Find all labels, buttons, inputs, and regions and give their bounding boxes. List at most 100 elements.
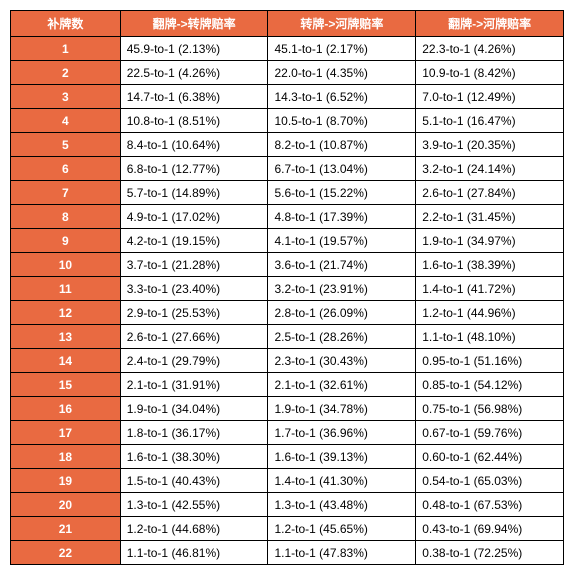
odds-cell: 22.3-to-1 (4.26%) [416,37,564,61]
odds-cell: 1.2-to-1 (44.68%) [120,517,268,541]
outs-cell: 19 [11,469,121,493]
outs-cell: 12 [11,301,121,325]
odds-cell: 1.9-to-1 (34.78%) [268,397,416,421]
odds-cell: 2.1-to-1 (32.61%) [268,373,416,397]
odds-cell: 1.4-to-1 (41.30%) [268,469,416,493]
odds-cell: 1.7-to-1 (36.96%) [268,421,416,445]
odds-cell: 22.0-to-1 (4.35%) [268,61,416,85]
table-row: 181.6-to-1 (38.30%)1.6-to-1 (39.13%)0.60… [11,445,564,469]
table-row: 211.2-to-1 (44.68%)1.2-to-1 (45.65%)0.43… [11,517,564,541]
table-row: 222.5-to-1 (4.26%)22.0-to-1 (4.35%)10.9-… [11,61,564,85]
table-row: 103.7-to-1 (21.28%)3.6-to-1 (21.74%)1.6-… [11,253,564,277]
odds-cell: 0.54-to-1 (65.03%) [416,469,564,493]
odds-cell: 45.9-to-1 (2.13%) [120,37,268,61]
header-flop-turn: 翻牌->转牌赔率 [120,11,268,37]
odds-cell: 3.7-to-1 (21.28%) [120,253,268,277]
odds-cell: 10.5-to-1 (8.70%) [268,109,416,133]
odds-cell: 0.67-to-1 (59.76%) [416,421,564,445]
header-turn-river: 转牌->河牌赔率 [268,11,416,37]
outs-cell: 11 [11,277,121,301]
table-row: 201.3-to-1 (42.55%)1.3-to-1 (43.48%)0.48… [11,493,564,517]
table-row: 171.8-to-1 (36.17%)1.7-to-1 (36.96%)0.67… [11,421,564,445]
odds-cell: 10.8-to-1 (8.51%) [120,109,268,133]
outs-cell: 20 [11,493,121,517]
outs-cell: 15 [11,373,121,397]
odds-cell: 4.2-to-1 (19.15%) [120,229,268,253]
table-row: 58.4-to-1 (10.64%)8.2-to-1 (10.87%)3.9-t… [11,133,564,157]
odds-cell: 4.1-to-1 (19.57%) [268,229,416,253]
table-row: 122.9-to-1 (25.53%)2.8-to-1 (26.09%)1.2-… [11,301,564,325]
outs-cell: 5 [11,133,121,157]
outs-cell: 2 [11,61,121,85]
odds-cell: 7.0-to-1 (12.49%) [416,85,564,109]
odds-cell: 3.3-to-1 (23.40%) [120,277,268,301]
table-row: 152.1-to-1 (31.91%)2.1-to-1 (32.61%)0.85… [11,373,564,397]
odds-cell: 0.48-to-1 (67.53%) [416,493,564,517]
odds-cell: 5.7-to-1 (14.89%) [120,181,268,205]
odds-cell: 3.6-to-1 (21.74%) [268,253,416,277]
odds-cell: 1.2-to-1 (45.65%) [268,517,416,541]
table-header: 补牌数 翻牌->转牌赔率 转牌->河牌赔率 翻牌->河牌赔率 [11,11,564,37]
odds-cell: 14.3-to-1 (6.52%) [268,85,416,109]
odds-cell: 3.2-to-1 (23.91%) [268,277,416,301]
table-row: 94.2-to-1 (19.15%)4.1-to-1 (19.57%)1.9-t… [11,229,564,253]
odds-cell: 0.60-to-1 (62.44%) [416,445,564,469]
table-row: 191.5-to-1 (40.43%)1.4-to-1 (41.30%)0.54… [11,469,564,493]
table-row: 66.8-to-1 (12.77%)6.7-to-1 (13.04%)3.2-t… [11,157,564,181]
table-row: 132.6-to-1 (27.66%)2.5-to-1 (28.26%)1.1-… [11,325,564,349]
outs-cell: 7 [11,181,121,205]
odds-cell: 1.3-to-1 (43.48%) [268,493,416,517]
outs-cell: 18 [11,445,121,469]
odds-cell: 0.43-to-1 (69.94%) [416,517,564,541]
odds-cell: 2.6-to-1 (27.66%) [120,325,268,349]
odds-cell: 2.5-to-1 (28.26%) [268,325,416,349]
outs-cell: 22 [11,541,121,565]
outs-cell: 3 [11,85,121,109]
table-row: 84.9-to-1 (17.02%)4.8-to-1 (17.39%)2.2-t… [11,205,564,229]
table-body: 145.9-to-1 (2.13%)45.1-to-1 (2.17%)22.3-… [11,37,564,565]
odds-cell: 0.95-to-1 (51.16%) [416,349,564,373]
table-row: 410.8-to-1 (8.51%)10.5-to-1 (8.70%)5.1-t… [11,109,564,133]
outs-cell: 1 [11,37,121,61]
odds-cell: 2.1-to-1 (31.91%) [120,373,268,397]
outs-cell: 8 [11,205,121,229]
odds-cell: 1.6-to-1 (39.13%) [268,445,416,469]
outs-cell: 13 [11,325,121,349]
odds-cell: 1.9-to-1 (34.97%) [416,229,564,253]
odds-cell: 2.8-to-1 (26.09%) [268,301,416,325]
odds-cell: 4.8-to-1 (17.39%) [268,205,416,229]
table-row: 142.4-to-1 (29.79%)2.3-to-1 (30.43%)0.95… [11,349,564,373]
odds-cell: 8.2-to-1 (10.87%) [268,133,416,157]
odds-cell: 45.1-to-1 (2.17%) [268,37,416,61]
header-flop-river: 翻牌->河牌赔率 [416,11,564,37]
odds-cell: 0.85-to-1 (54.12%) [416,373,564,397]
odds-cell: 3.2-to-1 (24.14%) [416,157,564,181]
odds-cell: 1.9-to-1 (34.04%) [120,397,268,421]
odds-cell: 1.1-to-1 (48.10%) [416,325,564,349]
header-outs: 补牌数 [11,11,121,37]
odds-cell: 2.9-to-1 (25.53%) [120,301,268,325]
table-row: 75.7-to-1 (14.89%)5.6-to-1 (15.22%)2.6-t… [11,181,564,205]
odds-cell: 8.4-to-1 (10.64%) [120,133,268,157]
odds-cell: 1.6-to-1 (38.39%) [416,253,564,277]
odds-cell: 2.6-to-1 (27.84%) [416,181,564,205]
odds-cell: 2.2-to-1 (31.45%) [416,205,564,229]
outs-cell: 21 [11,517,121,541]
odds-cell: 1.1-to-1 (46.81%) [120,541,268,565]
odds-cell: 1.3-to-1 (42.55%) [120,493,268,517]
table-row: 221.1-to-1 (46.81%)1.1-to-1 (47.83%)0.38… [11,541,564,565]
outs-cell: 16 [11,397,121,421]
odds-cell: 1.4-to-1 (41.72%) [416,277,564,301]
outs-cell: 14 [11,349,121,373]
odds-table: 补牌数 翻牌->转牌赔率 转牌->河牌赔率 翻牌->河牌赔率 145.9-to-… [10,10,564,565]
odds-cell: 2.4-to-1 (29.79%) [120,349,268,373]
odds-cell: 4.9-to-1 (17.02%) [120,205,268,229]
header-row: 补牌数 翻牌->转牌赔率 转牌->河牌赔率 翻牌->河牌赔率 [11,11,564,37]
odds-cell: 5.6-to-1 (15.22%) [268,181,416,205]
table-row: 145.9-to-1 (2.13%)45.1-to-1 (2.17%)22.3-… [11,37,564,61]
outs-cell: 4 [11,109,121,133]
odds-cell: 1.2-to-1 (44.96%) [416,301,564,325]
odds-cell: 10.9-to-1 (8.42%) [416,61,564,85]
odds-cell: 3.9-to-1 (20.35%) [416,133,564,157]
odds-cell: 2.3-to-1 (30.43%) [268,349,416,373]
